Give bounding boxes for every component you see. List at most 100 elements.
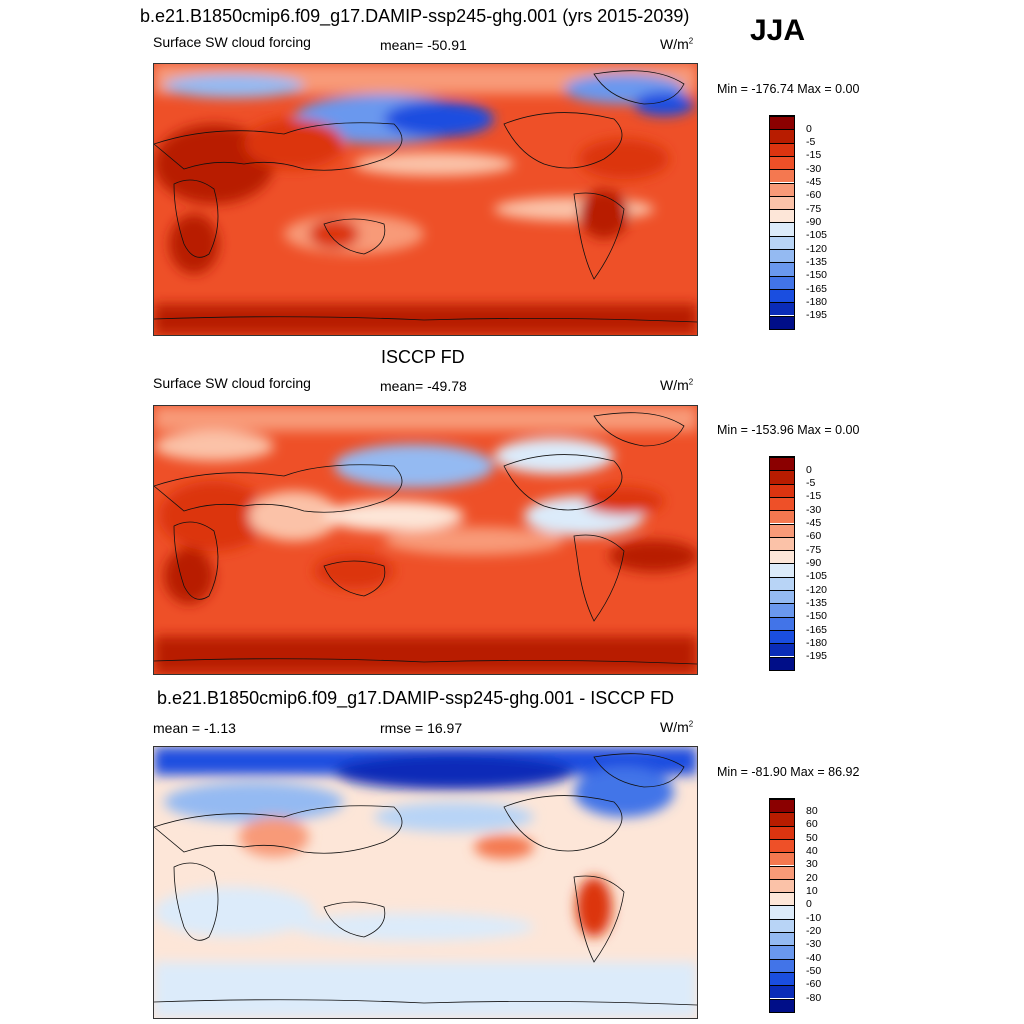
panel2-colorbar-tick: -135 xyxy=(806,597,828,609)
panel1-colorbar-tick: -5 xyxy=(806,136,816,148)
panel2-colorbar-tick: -165 xyxy=(806,624,828,636)
panel1-colorbar-swatch xyxy=(770,169,794,183)
panel1-colorbar-swatch xyxy=(770,209,794,223)
panel2-colorbar-swatch xyxy=(770,656,794,670)
panel3-colorbar-swatch xyxy=(770,945,794,959)
panel3-colorbar-tick: 30 xyxy=(806,858,818,870)
panel1-colorbar-swatch xyxy=(770,302,794,316)
panel1-colorbar-swatch xyxy=(770,235,794,249)
panel1-title: b.e21.B1850cmip6.f09_g17.DAMIP-ssp245-gh… xyxy=(140,6,690,26)
panel2-colorbar-swatch xyxy=(770,576,794,590)
panel3-units: W/m2 xyxy=(660,719,694,735)
panel3-colorbar-tick: -10 xyxy=(806,912,822,924)
panel3-colorbar-tick: 60 xyxy=(806,818,818,830)
panel2-colorbar-swatch xyxy=(770,563,794,577)
panel2-colorbar-swatch xyxy=(770,603,794,617)
panel1-colorbar-swatch xyxy=(770,129,794,143)
panel1-colorbar-swatch xyxy=(770,222,794,236)
panel1-colorbar-tick: -45 xyxy=(806,176,822,188)
panel2-colorbar xyxy=(769,456,795,671)
panel3-colorbar-tick: 0 xyxy=(806,898,812,910)
panel3-colorbar-tick: 20 xyxy=(806,872,818,884)
panel1-units: W/m2 xyxy=(660,36,694,52)
panel3-colorbar-tick: -20 xyxy=(806,925,822,937)
panel3-colorbar-tick: 50 xyxy=(806,832,818,844)
panel2-colorbar-tick: -30 xyxy=(806,504,822,516)
panel3-map xyxy=(153,746,698,1019)
panel2-colorbar-swatch xyxy=(770,470,794,484)
panel3-colorbar-swatch xyxy=(770,799,794,813)
panel3-min-max: Min = -81.90 Max = 86.92 xyxy=(717,765,860,779)
panel1-colorbar-tick: -195 xyxy=(806,309,828,321)
panel2-colorbar-tick: -105 xyxy=(806,570,828,582)
panel3-colorbar-swatch xyxy=(770,852,794,866)
panel1-colorbar-swatch xyxy=(770,288,794,303)
panel3-colorbar-swatch xyxy=(770,918,794,932)
panel2-colorbar-swatch xyxy=(770,510,794,524)
panel2-colorbar-tick: -180 xyxy=(806,637,828,649)
panel1-colorbar-tick: -60 xyxy=(806,189,822,201)
panel1-colorbar-tick: -165 xyxy=(806,283,828,295)
season-label: JJA xyxy=(750,14,806,47)
panel1-variable-label: Surface SW cloud forcing xyxy=(153,34,311,50)
panel3-colorbar xyxy=(769,798,795,1013)
panel1-colorbar-swatch xyxy=(770,142,794,156)
panel1-colorbar-tick: -15 xyxy=(806,149,822,161)
panel1-colorbar-swatch xyxy=(770,249,794,263)
panel3-colorbar-tick: -40 xyxy=(806,952,822,964)
panel3-colorbar-tick: 40 xyxy=(806,845,818,857)
panel1-colorbar-swatch xyxy=(770,195,794,210)
panel1-colorbar-tick: -105 xyxy=(806,229,828,241)
panel3-colorbar-tick: -80 xyxy=(806,992,822,1004)
panel1-colorbar-tick: -180 xyxy=(806,296,828,308)
panel2-colorbar-tick: -45 xyxy=(806,517,822,529)
panel2-mean: mean= -49.78 xyxy=(380,378,467,394)
panel3-colorbar-swatch xyxy=(770,878,794,893)
panel2-colorbar-swatch xyxy=(770,643,794,657)
panel1-colorbar-tick: -120 xyxy=(806,243,828,255)
panel3-colorbar-swatch xyxy=(770,971,794,986)
panel2-colorbar-swatch xyxy=(770,457,794,471)
panel2-colorbar-tick: -195 xyxy=(806,650,828,662)
panel2-colorbar-swatch xyxy=(770,629,794,644)
panel1-map xyxy=(153,63,698,336)
panel1-colorbar-tick: -150 xyxy=(806,269,828,281)
panel2-colorbar-tick: -5 xyxy=(806,477,816,489)
panel3-title: b.e21.B1850cmip6.f09_g17.DAMIP-ssp245-gh… xyxy=(157,688,674,708)
panel1-colorbar-tick: -90 xyxy=(806,216,822,228)
panel2-colorbar-tick: 0 xyxy=(806,464,812,476)
panel2-colorbar-swatch xyxy=(770,550,794,564)
panel3-colorbar-tick: -60 xyxy=(806,978,822,990)
panel1-colorbar-swatch xyxy=(770,155,794,170)
panel2-colorbar-swatch xyxy=(770,523,794,537)
panel3-colorbar-tick: 10 xyxy=(806,885,818,897)
panel2-colorbar-tick: -90 xyxy=(806,557,822,569)
panel1-colorbar-tick: -30 xyxy=(806,163,822,175)
panel2-colorbar-swatch xyxy=(770,616,794,630)
panel2-colorbar-tick: -150 xyxy=(806,610,828,622)
panel3-mean: mean = -1.13 xyxy=(153,720,236,736)
panel2-title: ISCCP FD xyxy=(381,347,465,367)
panel3-colorbar-tick: -50 xyxy=(806,965,822,977)
panel3-rmse: rmse = 16.97 xyxy=(380,720,463,736)
panel3-colorbar-swatch xyxy=(770,892,794,906)
panel3-colorbar-swatch xyxy=(770,865,794,879)
panel1-colorbar xyxy=(769,115,795,330)
panel2-units: W/m2 xyxy=(660,377,694,393)
panel2-colorbar-tick: -60 xyxy=(806,530,822,542)
panel3-colorbar-swatch xyxy=(770,825,794,839)
panel2-colorbar-swatch xyxy=(770,536,794,551)
panel1-colorbar-tick: 0 xyxy=(806,123,812,135)
panel1-min-max: Min = -176.74 Max = 0.00 xyxy=(717,82,860,96)
panel3-colorbar-swatch xyxy=(770,932,794,946)
panel2-colorbar-tick: -75 xyxy=(806,544,822,556)
panel3-colorbar-swatch xyxy=(770,998,794,1012)
panel3-colorbar-tick: 80 xyxy=(806,805,818,817)
panel1-colorbar-tick: -135 xyxy=(806,256,828,268)
panel3-colorbar-swatch xyxy=(770,958,794,972)
panel2-colorbar-swatch xyxy=(770,590,794,604)
panel2-colorbar-swatch xyxy=(770,496,794,511)
panel1-colorbar-swatch xyxy=(770,182,794,196)
panel2-colorbar-tick: -120 xyxy=(806,584,828,596)
panel2-colorbar-swatch xyxy=(770,483,794,497)
